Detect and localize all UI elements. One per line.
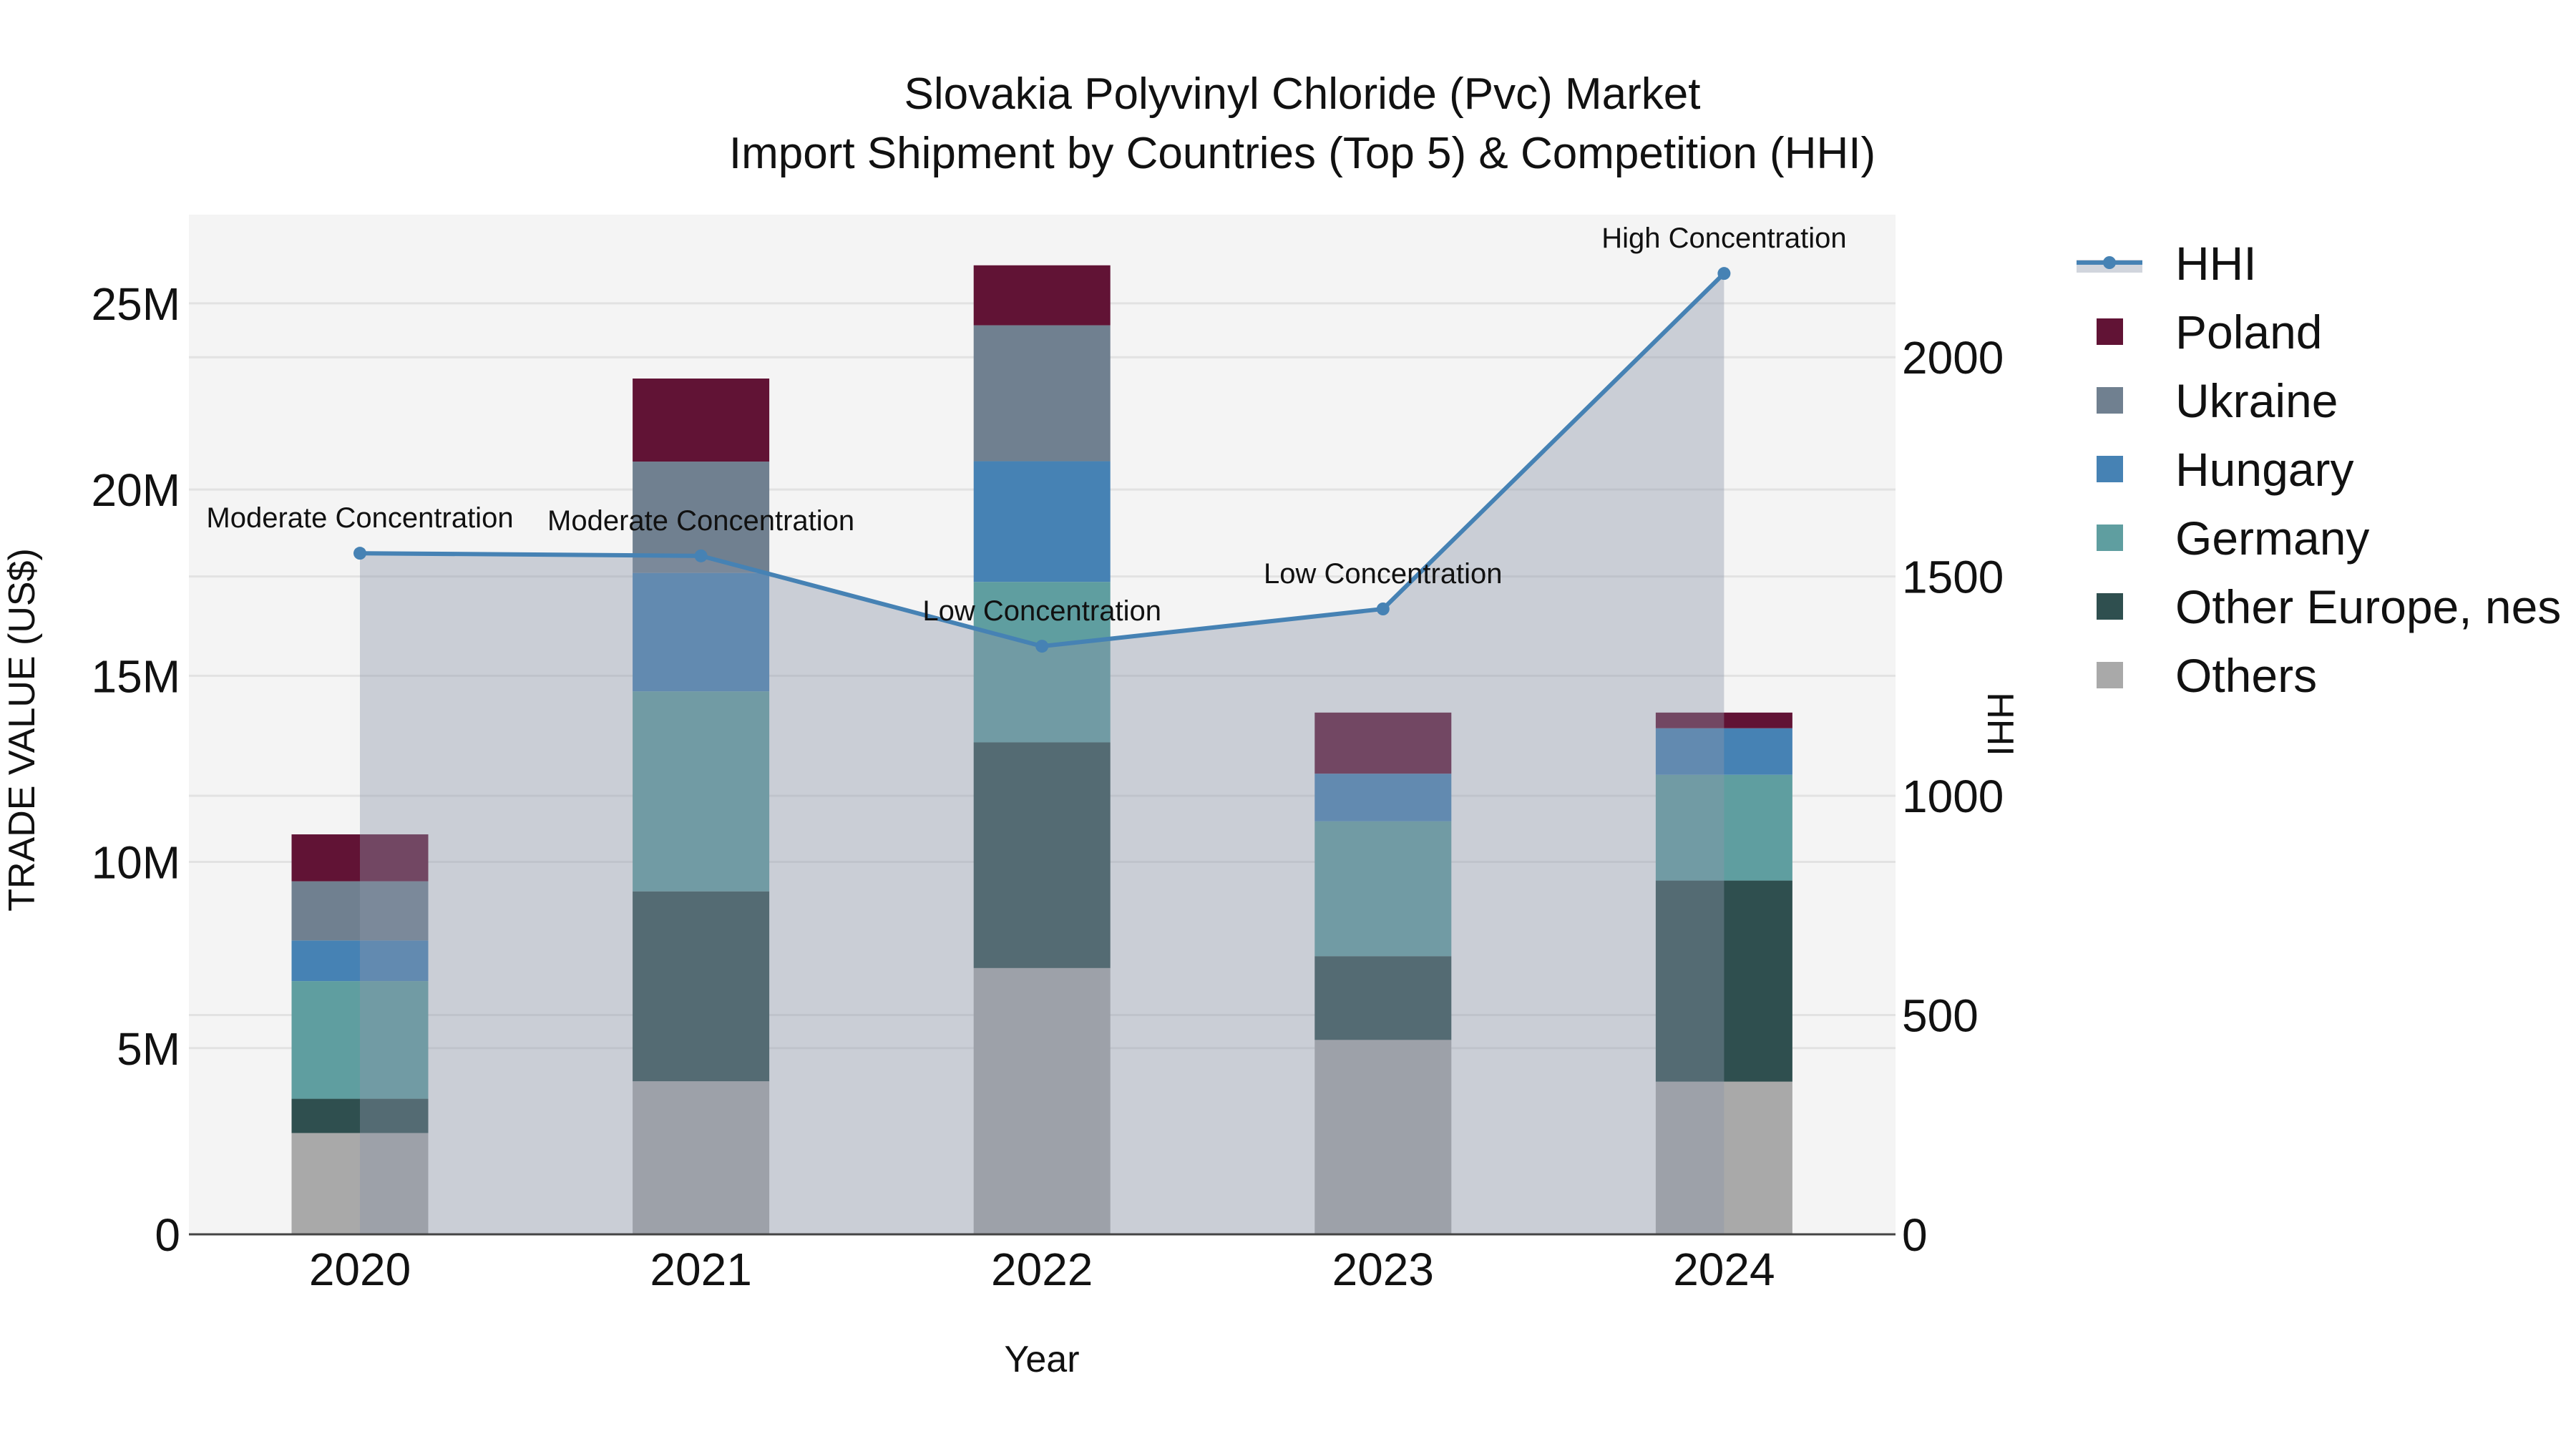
legend-swatch-icon: [2097, 318, 2123, 345]
legend-swatch-icon: [2097, 387, 2123, 414]
x-tick-label: 2024: [1673, 1244, 1775, 1295]
y2-tick-label: 1000: [1902, 771, 2004, 822]
bar-segment[interactable]: [1314, 712, 1452, 774]
legend-item[interactable]: HHI: [2077, 237, 2257, 290]
bar-segment[interactable]: [291, 981, 429, 1099]
hhi-annotation: Moderate Concentration: [547, 505, 854, 537]
hhi-area: [360, 273, 1724, 1234]
hhi-marker[interactable]: [1035, 640, 1049, 653]
bar-segment[interactable]: [973, 967, 1111, 1234]
legend-item[interactable]: Hungary: [2097, 443, 2353, 496]
bar-segment[interactable]: [291, 1133, 429, 1234]
hhi-line: [353, 267, 1731, 653]
y-tick-label: 5M: [117, 1023, 180, 1075]
bar-segment[interactable]: [291, 1098, 429, 1133]
hhi-annotations: Moderate Concentration Moderate Concentra…: [206, 223, 1846, 627]
bar-segment[interactable]: [973, 461, 1111, 582]
x-tick-label: 2020: [309, 1244, 411, 1295]
legend-item[interactable]: Poland: [2097, 306, 2323, 358]
y-tick-label: 0: [155, 1209, 180, 1261]
x-axis-ticks: 2020 2021 2022 2023 2024: [309, 1244, 1775, 1295]
bar-segment[interactable]: [1314, 956, 1452, 1040]
hhi-marker[interactable]: [694, 549, 708, 562]
hhi-annotation: Moderate Concentration: [206, 502, 513, 534]
bar-segment[interactable]: [973, 325, 1111, 462]
bar-segment[interactable]: [1655, 728, 1792, 775]
bar-segment[interactable]: [1655, 774, 1792, 881]
bar-segment[interactable]: [973, 582, 1111, 743]
bar-segment[interactable]: [1655, 1081, 1792, 1234]
x-tick-label: 2023: [1332, 1244, 1434, 1295]
bar-segment[interactable]: [291, 881, 429, 941]
left-axis-ticks: 0 5M 10M 15M 20M 25M: [92, 278, 181, 1261]
legend-label: Ukraine: [2175, 374, 2338, 427]
hhi-marker[interactable]: [1376, 602, 1390, 615]
bar-segment[interactable]: [633, 691, 770, 892]
legend-swatch-icon: [2097, 456, 2123, 482]
bar-segment[interactable]: [633, 572, 770, 692]
legend-item[interactable]: Other Europe, nes: [2097, 580, 2561, 633]
x-tick-label: 2021: [650, 1244, 751, 1295]
y-tick-label: 25M: [92, 278, 181, 330]
bar-segment[interactable]: [633, 378, 770, 462]
stacked-bars: [291, 265, 1792, 1234]
bar-segment[interactable]: [1314, 1040, 1452, 1234]
y2-tick-label: 0: [1902, 1209, 1928, 1261]
y2-tick-label: 2000: [1902, 332, 2004, 384]
legend-swatch-icon: [2097, 593, 2123, 620]
bar-segment[interactable]: [1655, 880, 1792, 1082]
y-tick-label: 20M: [92, 464, 181, 516]
legend-label: Others: [2175, 649, 2317, 702]
legend-item[interactable]: Ukraine: [2097, 374, 2338, 427]
bar-segment[interactable]: [291, 940, 429, 982]
hhi-annotation: Low Concentration: [1264, 558, 1503, 590]
legend-swatch-icon: [2097, 525, 2123, 551]
legend-swatch-icon: [2097, 662, 2123, 688]
bar-segment[interactable]: [973, 265, 1111, 326]
bar-segment[interactable]: [1314, 774, 1452, 821]
bar-segment[interactable]: [291, 834, 429, 882]
legend-marker-icon: [2103, 256, 2116, 269]
y2-tick-label: 1500: [1902, 552, 2004, 603]
hhi-area-fill: [360, 273, 1724, 1234]
bar-segment[interactable]: [1314, 821, 1452, 957]
legend-label: Hungary: [2175, 443, 2353, 496]
hhi-marker[interactable]: [1717, 267, 1731, 280]
hhi-marker[interactable]: [353, 547, 366, 560]
x-tick-label: 2022: [991, 1244, 1093, 1295]
legend-item[interactable]: Germany: [2097, 512, 2369, 565]
y2-tick-label: 500: [1902, 990, 1979, 1042]
y2-axis-title: HHI: [1979, 692, 2021, 756]
y-tick-label: 10M: [92, 837, 181, 889]
legend-label: HHI: [2175, 237, 2257, 290]
y-axis-title: TRADE VALUE (US$): [1, 548, 43, 912]
chart-title: Slovakia Polyvinyl Chloride (Pvc) Market: [904, 69, 1701, 119]
legend-label: Other Europe, nes: [2175, 580, 2561, 633]
legend-label: Germany: [2175, 512, 2369, 565]
hhi-annotation: High Concentration: [1601, 223, 1846, 254]
bar-segment[interactable]: [633, 891, 770, 1082]
bar-segment[interactable]: [973, 742, 1111, 968]
y-tick-label: 15M: [92, 650, 181, 702]
bar-segment[interactable]: [633, 1081, 770, 1234]
legend-label: Poland: [2175, 306, 2323, 358]
chart-subtitle: Import Shipment by Countries (Top 5) & C…: [729, 129, 1875, 178]
bar-segment[interactable]: [1655, 712, 1792, 728]
legend: HHI Poland Ukraine Hungary Germany Other Euro…: [2077, 237, 2561, 702]
right-axis-ticks: 0 500 1000 1500 2000: [1902, 332, 2004, 1261]
hhi-annotation: Low Concentration: [922, 595, 1161, 627]
x-axis-title: Year: [1004, 1339, 1079, 1380]
legend-item[interactable]: Others: [2097, 649, 2317, 702]
